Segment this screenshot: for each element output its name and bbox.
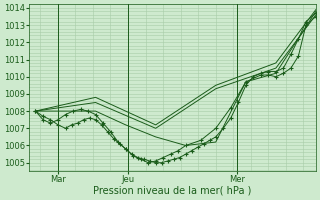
X-axis label: Pression niveau de la mer( hPa ): Pression niveau de la mer( hPa ) — [93, 186, 252, 196]
